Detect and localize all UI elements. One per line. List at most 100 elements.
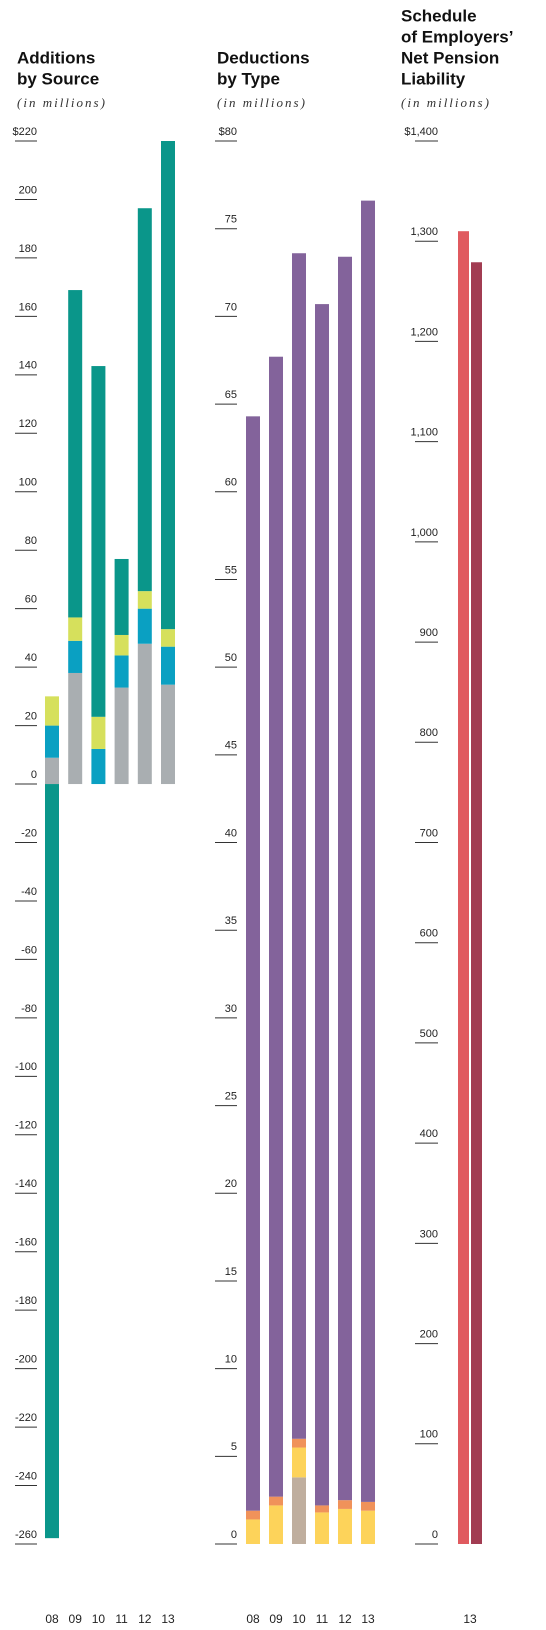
bar-segment (137, 591, 152, 609)
chart-title: of Employers’ (401, 27, 513, 46)
bar-segment (137, 608, 152, 644)
chart-title: by Source (17, 69, 99, 88)
bar-segment (246, 1510, 260, 1520)
x-tick-label: 11 (316, 1612, 329, 1626)
y-tick-label: -180 (15, 1295, 37, 1307)
y-tick-label: -220 (15, 1412, 37, 1424)
y-tick-label: 55 (225, 564, 237, 576)
bar-segment (114, 687, 129, 785)
x-tick-label: 13 (161, 1612, 175, 1626)
bar-segment (45, 725, 59, 758)
bar-segment (269, 1505, 283, 1544)
x-tick-label: 08 (45, 1612, 59, 1626)
bar-segment (246, 1519, 260, 1544)
bar-segment (91, 366, 106, 717)
chart-title: Liability (401, 69, 466, 88)
bar-segment (338, 256, 352, 1501)
y-tick-label: 15 (225, 1266, 237, 1278)
y-tick-label: -20 (21, 827, 37, 839)
bar-segment (292, 253, 306, 1439)
bar-segment (161, 141, 175, 630)
bar (458, 231, 469, 1544)
y-tick-label: 40 (25, 652, 37, 664)
y-tick-label: 60 (25, 594, 37, 606)
x-tick-label: 13 (463, 1612, 477, 1626)
x-tick-label: 12 (338, 1612, 352, 1626)
y-tick-label: 400 (420, 1128, 438, 1140)
bar-segment (269, 356, 283, 1497)
bar-segment (91, 716, 106, 749)
bar-segment (114, 558, 129, 635)
y-tick-label: 120 (19, 418, 37, 430)
x-tick-label: 08 (246, 1612, 260, 1626)
bar-segment (315, 1512, 329, 1544)
bar-segment (361, 200, 375, 1502)
y-tick-label: 140 (19, 360, 37, 372)
y-tick-label: -240 (15, 1470, 37, 1482)
x-tick-label: 10 (292, 1612, 306, 1626)
y-tick-label: 1,200 (410, 326, 438, 338)
y-tick-label: 100 (420, 1429, 438, 1441)
bar-segment (68, 290, 83, 618)
y-tick-label: 60 (225, 477, 237, 489)
bar-segment (114, 634, 129, 656)
y-tick-label: -200 (15, 1354, 37, 1366)
y-tick-label: 80 (25, 535, 37, 547)
bar-segment (315, 304, 329, 1506)
x-tick-label: 09 (69, 1612, 83, 1626)
y-tick-label: -140 (15, 1178, 37, 1190)
y-tick-label: 35 (225, 915, 237, 927)
y-tick-label: 200 (19, 184, 37, 196)
bar-segment (338, 1500, 352, 1509)
x-tick-label: 09 (269, 1612, 283, 1626)
bar-segment (269, 1496, 283, 1506)
bar-segment (161, 684, 175, 785)
y-tick-label: 45 (225, 740, 237, 752)
bar-segment (45, 784, 59, 1539)
bar-segment (68, 617, 83, 641)
x-tick-label: 10 (92, 1612, 106, 1626)
chart-title: Schedule (401, 6, 477, 25)
y-tick-label: 1,100 (410, 427, 438, 439)
y-tick-label: 500 (420, 1028, 438, 1040)
y-tick-label: -80 (21, 1003, 37, 1015)
chart-title: Deductions (217, 48, 310, 67)
y-tick-label: 25 (225, 1090, 237, 1102)
y-tick-label: -120 (15, 1120, 37, 1132)
y-tick-label: 0 (31, 769, 37, 781)
y-tick-label: 5 (231, 1441, 237, 1453)
bar-segment (137, 643, 152, 785)
y-tick-label: 160 (19, 301, 37, 313)
bar-segment (45, 757, 59, 785)
bar-segment (137, 208, 152, 592)
y-tick-label: 0 (231, 1529, 237, 1541)
x-tick-label: 12 (138, 1612, 152, 1626)
bar-segment (315, 1505, 329, 1513)
bar-segment (361, 1501, 375, 1511)
y-tick-label: 70 (225, 301, 237, 313)
y-tick-label: 700 (420, 827, 438, 839)
bar-segment (161, 646, 175, 685)
y-tick-label: 50 (225, 652, 237, 664)
chart-title: Net Pension (401, 48, 499, 67)
y-tick-label: 10 (225, 1354, 237, 1366)
x-tick-label: 13 (361, 1612, 375, 1626)
bar-segment (292, 1447, 306, 1478)
y-tick-label: $1,400 (404, 126, 438, 138)
y-tick-label: -260 (15, 1529, 37, 1541)
chart-title: by Type (217, 69, 280, 88)
bar-segment (292, 1477, 306, 1544)
y-tick-label: -160 (15, 1237, 37, 1249)
y-tick-label: 40 (225, 827, 237, 839)
y-tick-label: 180 (19, 243, 37, 255)
y-tick-label: -60 (21, 944, 37, 956)
y-tick-label: -100 (15, 1061, 37, 1073)
bar-segment (68, 640, 83, 673)
chart-subtitle: (in millions) (217, 95, 307, 110)
y-tick-label: 100 (19, 477, 37, 489)
y-tick-label: 300 (420, 1228, 438, 1240)
y-tick-label: 900 (420, 627, 438, 639)
bar-segment (114, 655, 129, 688)
y-tick-label: 1,000 (410, 527, 438, 539)
